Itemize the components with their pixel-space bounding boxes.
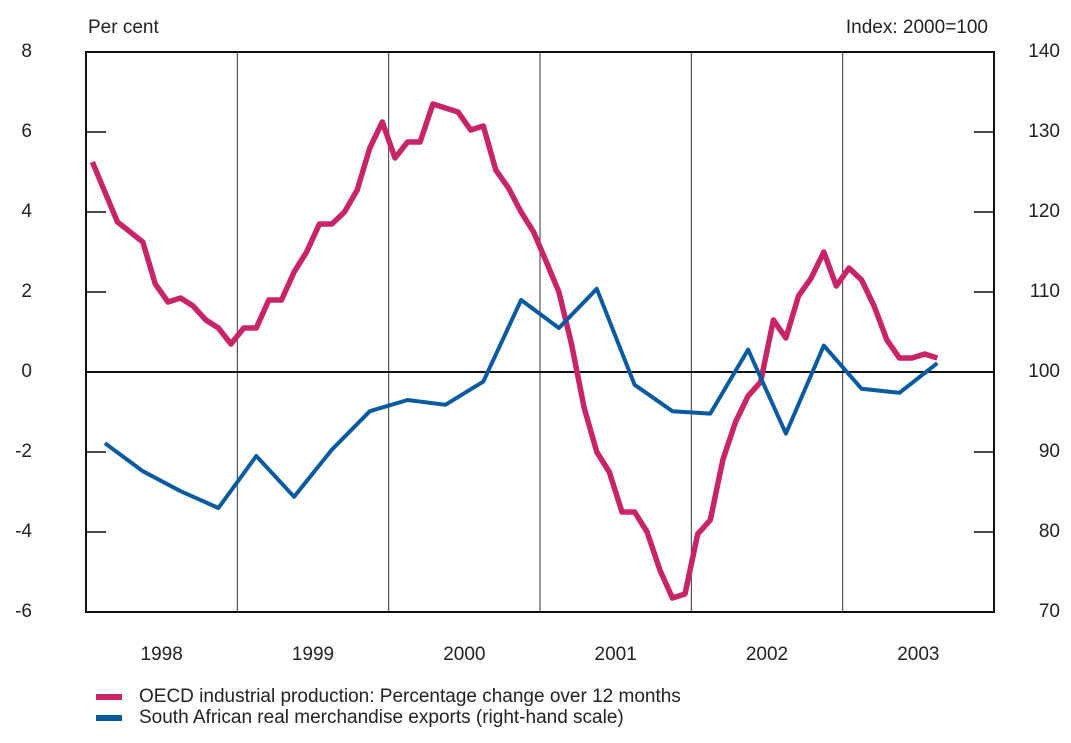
x-tick-label: 1998	[141, 644, 183, 665]
series-line	[103, 286, 939, 510]
y-tick-label: 2	[21, 281, 32, 302]
x-tick-label: 1999	[292, 644, 334, 665]
y-axis-label: Per cent	[88, 17, 159, 38]
y-tick-label: 4	[21, 201, 32, 222]
y2-tick-label: 120	[1028, 201, 1060, 222]
plot-frame	[85, 51, 995, 613]
x-tick-label: 2003	[897, 644, 939, 665]
legend-label: OECD industrial production: Percentage c…	[139, 686, 681, 707]
x-tick-label: 2001	[595, 644, 637, 665]
legend-label: South African real merchandise exports (…	[139, 707, 624, 728]
y2-tick-label: 140	[1028, 41, 1060, 62]
y-tick-label: -4	[15, 521, 32, 542]
y2-tick-label: 80	[1039, 521, 1060, 542]
x-tick-label: 2002	[746, 644, 788, 665]
y2-tick-label: 90	[1039, 441, 1060, 462]
y2-tick-label: 130	[1028, 121, 1060, 142]
x-tick-label: 2000	[443, 644, 485, 665]
y-tick-label: -2	[15, 441, 32, 462]
series-line	[89, 101, 939, 601]
y-tick-label: 0	[21, 361, 32, 382]
y-tick-label: -6	[15, 601, 32, 622]
y2-tick-label: 110	[1030, 281, 1060, 302]
y2-tick-label: 100	[1028, 361, 1060, 382]
y2-tick-label: 70	[1039, 601, 1060, 622]
y-tick-label: 6	[21, 121, 32, 142]
y2-axis-label: Index: 2000=100	[846, 17, 988, 38]
y-tick-label: 8	[21, 41, 32, 62]
